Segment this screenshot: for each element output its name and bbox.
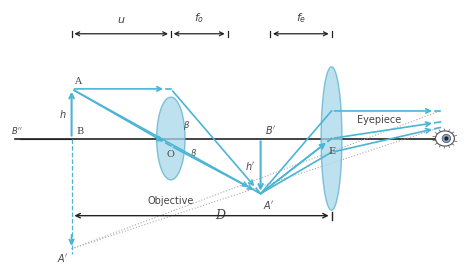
Text: B: B (76, 127, 83, 136)
Text: $A'$: $A'$ (263, 199, 275, 211)
Text: $A'$: $A'$ (57, 252, 69, 263)
Text: E: E (328, 147, 335, 156)
Text: $\beta$: $\beta$ (182, 119, 190, 132)
Text: $f_o$: $f_o$ (194, 12, 204, 25)
Ellipse shape (442, 134, 451, 143)
Text: $B'$: $B'$ (265, 124, 277, 136)
Text: $u$: $u$ (117, 16, 126, 25)
Text: Eyepiece: Eyepiece (356, 115, 401, 125)
Text: A: A (74, 77, 81, 86)
Text: D: D (216, 209, 226, 222)
Text: $B''$: $B''$ (11, 125, 23, 136)
Polygon shape (321, 67, 342, 210)
Polygon shape (157, 97, 185, 180)
Text: $h'$: $h'$ (245, 160, 256, 172)
Text: O: O (167, 150, 175, 158)
Text: $\beta$: $\beta$ (190, 147, 197, 160)
Ellipse shape (436, 131, 455, 146)
Text: $f_e$: $f_e$ (296, 12, 306, 25)
Text: $h$: $h$ (59, 108, 67, 120)
Text: Objective: Objective (147, 196, 194, 206)
Ellipse shape (444, 137, 448, 140)
